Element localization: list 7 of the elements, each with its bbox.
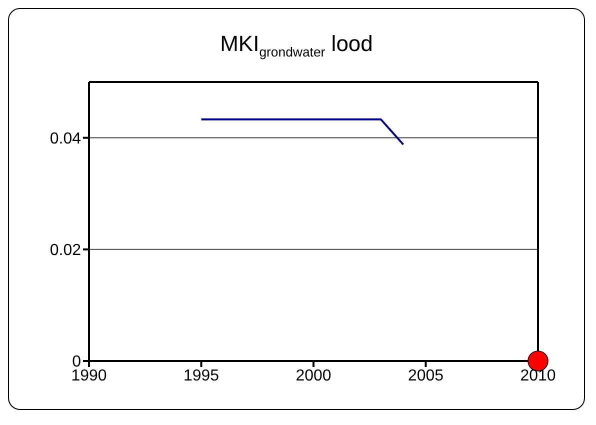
x-tick-label: 1995 (183, 367, 220, 384)
y-tick-label: 0.02 (50, 242, 82, 260)
x-tick-label: 2010 (520, 367, 556, 384)
x-tick-label: 2000 (296, 367, 332, 384)
x-tick-label: 2005 (408, 367, 444, 384)
y-tick-label: 0.04 (50, 130, 82, 148)
chart-title: MKI$_{grondwater}$ lood (219, 31, 374, 62)
